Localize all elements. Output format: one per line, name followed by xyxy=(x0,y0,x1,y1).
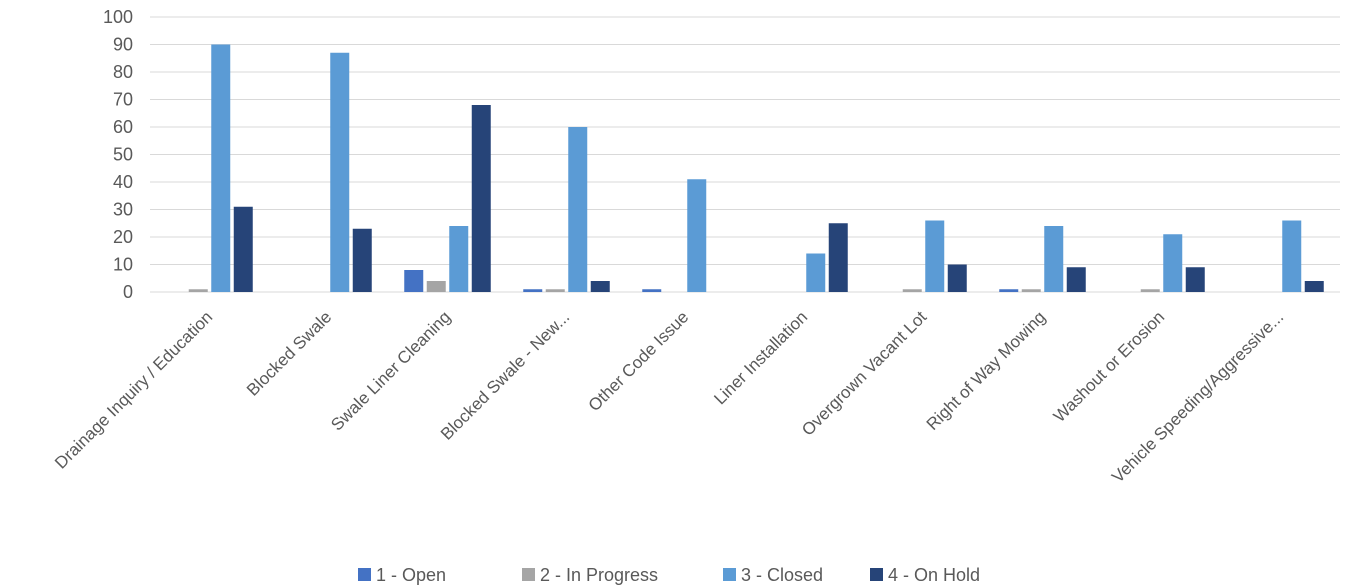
bar xyxy=(806,253,826,292)
legend-swatch xyxy=(870,568,883,581)
bar xyxy=(233,206,253,292)
bar xyxy=(188,289,208,292)
y-tick-label: 70 xyxy=(113,90,133,110)
bar xyxy=(925,220,945,292)
bar xyxy=(902,289,922,292)
bar xyxy=(1163,234,1183,292)
bar xyxy=(828,223,848,292)
x-tick-label: Blocked Swale xyxy=(243,307,335,399)
y-tick-label: 0 xyxy=(123,282,133,302)
bar xyxy=(523,289,543,292)
legend: 1 - Open 2 - In Progress 3 - Closed 4 - On … xyxy=(358,565,980,585)
y-tick-label: 90 xyxy=(113,35,133,55)
legend-swatch xyxy=(358,568,371,581)
legend-label: 4 - On Hold xyxy=(888,565,980,585)
y-tick-label: 80 xyxy=(113,62,133,82)
bar xyxy=(590,281,610,292)
bar xyxy=(211,44,231,292)
bar xyxy=(642,289,662,292)
x-tick-label: Washout or Erosion xyxy=(1050,307,1169,426)
x-axis: Drainage Inquiry / Education Blocked Swal… xyxy=(51,307,1287,486)
gridlines xyxy=(150,16,1340,293)
y-tick-label: 100 xyxy=(103,7,133,27)
x-tick-label: Liner Installation xyxy=(710,307,811,408)
bar xyxy=(999,289,1019,292)
legend-label: 1 - Open xyxy=(376,565,446,585)
bar xyxy=(1044,226,1064,292)
bar xyxy=(352,228,372,292)
y-tick-label: 10 xyxy=(113,255,133,275)
bar xyxy=(687,179,707,292)
legend-swatch xyxy=(522,568,535,581)
y-tick-label: 20 xyxy=(113,227,133,247)
bars xyxy=(188,44,1324,292)
x-tick-label: Overgrown Vacant Lot xyxy=(798,307,930,439)
bar xyxy=(449,226,469,292)
x-tick-label: Blocked Swale - New... xyxy=(437,307,573,443)
x-tick-label: Right of Way Mowing xyxy=(923,307,1050,434)
bar xyxy=(330,52,350,292)
bar xyxy=(1304,281,1324,292)
legend-label: 3 - Closed xyxy=(741,565,823,585)
bar xyxy=(545,289,565,292)
legend-label: 2 - In Progress xyxy=(540,565,658,585)
y-tick-label: 50 xyxy=(113,145,133,165)
bar xyxy=(947,264,967,292)
x-tick-label: Swale Liner Cleaning xyxy=(327,307,454,434)
bar xyxy=(404,270,424,292)
x-tick-label: Other Code Issue xyxy=(585,307,693,415)
legend-swatch xyxy=(723,568,736,581)
bar xyxy=(426,281,446,292)
y-axis: 0 10 20 30 40 50 60 70 80 90 100 xyxy=(103,7,133,302)
bar xyxy=(471,105,491,292)
y-tick-label: 60 xyxy=(113,117,133,137)
bar xyxy=(1021,289,1041,292)
bar xyxy=(568,127,588,292)
bar xyxy=(1140,289,1160,292)
bar xyxy=(1066,267,1086,292)
y-tick-label: 30 xyxy=(113,200,133,220)
y-tick-label: 40 xyxy=(113,172,133,192)
x-tick-label: Drainage Inquiry / Education xyxy=(51,307,216,472)
bar xyxy=(1282,220,1302,292)
bar xyxy=(1185,267,1205,292)
